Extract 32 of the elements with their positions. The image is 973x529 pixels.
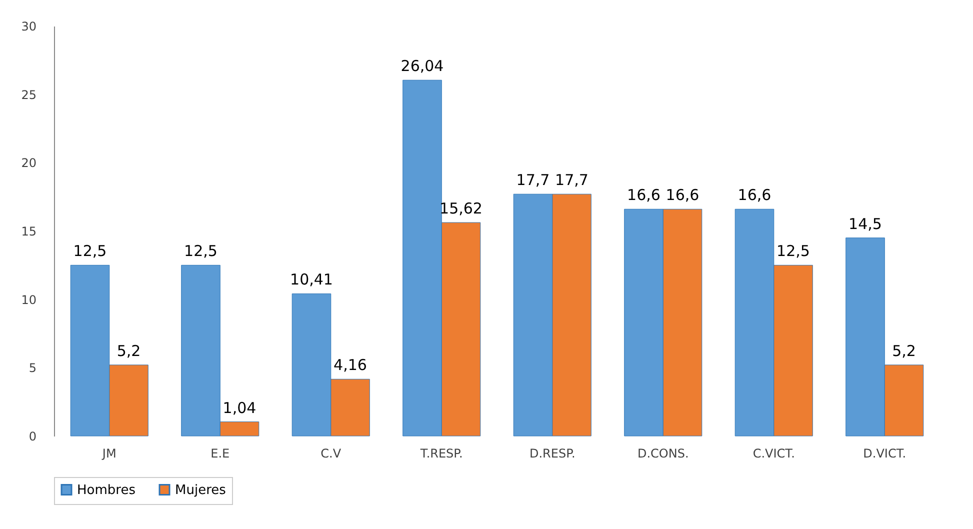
data-label: 26,04 [400, 57, 444, 76]
y-tick-label: 0 [28, 430, 36, 444]
legend-label: Mujeres [175, 482, 226, 498]
y-tick-label: 20 [21, 156, 36, 170]
data-label: 14,5 [848, 214, 882, 233]
x-tick-label: D.VICT. [863, 446, 906, 460]
y-tick-label: 5 [28, 361, 36, 376]
x-tick-label: C.VICT. [752, 446, 795, 460]
data-label: 5,2 [116, 342, 141, 360]
x-tick-label: D.CONS. [637, 446, 689, 460]
x-tick-label: E.E [210, 446, 230, 460]
data-label: 12,5 [184, 242, 218, 260]
data-label: 16,6 [666, 186, 700, 204]
data-label: 5,2 [892, 342, 916, 360]
data-label: 10,41 [290, 270, 333, 289]
data-label: 17,7 [516, 171, 550, 190]
data-label: 12,5 [73, 242, 107, 260]
data-label: 4,16 [334, 356, 367, 374]
data-label: 16,6 [738, 186, 772, 204]
y-tick-label: 25 [21, 88, 36, 102]
y-tick-label: 30 [21, 20, 36, 34]
y-tick-label: 15 [21, 224, 36, 238]
y-tick-label: 10 [21, 292, 36, 307]
data-label: 16,6 [627, 186, 660, 204]
data-label: 17,7 [555, 171, 588, 190]
legend-label: Hombres [77, 482, 136, 498]
x-tick-label: JM [101, 446, 116, 460]
x-tick-label: D.RESP. [529, 446, 576, 460]
x-tick-label: T.RESP. [419, 446, 463, 460]
data-label: 12,5 [776, 242, 810, 260]
data-label: 1,04 [222, 398, 256, 417]
x-tick-label: C.V [320, 446, 342, 460]
